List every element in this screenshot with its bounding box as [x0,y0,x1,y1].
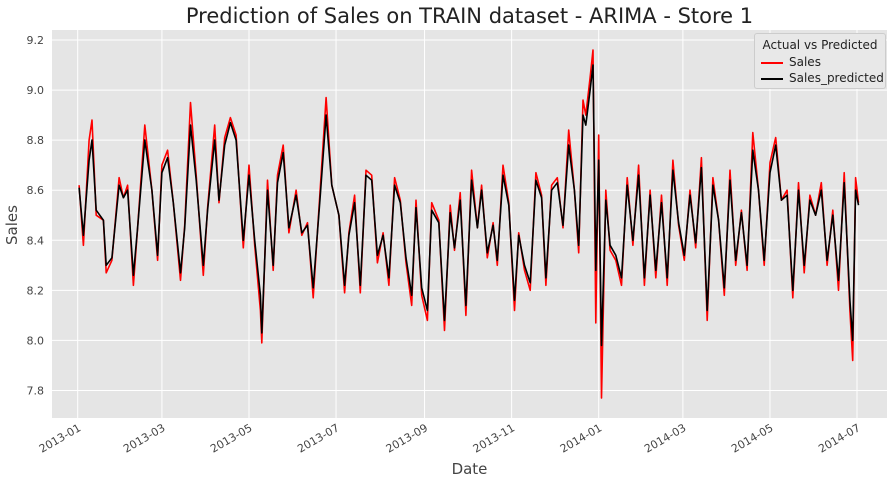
y-axis-label-wrap: Sales [0,205,30,246]
x-tick-label: 2014-03 [642,421,688,455]
y-tick-label: 8.8 [27,134,45,147]
legend-swatch-sales-predicted [761,77,783,80]
y-tick-label: 9.2 [27,34,45,47]
legend-item-sales-predicted: Sales_predicted [761,71,884,87]
series-line-sales-predicted [78,64,860,347]
x-tick-label: 2013-11 [471,421,517,455]
y-tick-label: 8.6 [27,184,45,197]
x-tick-label: 2013-07 [295,421,341,455]
x-tick-label: 2013-05 [208,421,254,455]
y-tick-label: 8.4 [27,234,45,247]
y-tick-label: 7.8 [27,384,45,397]
legend-swatch-sales [761,61,783,64]
legend: Actual vs Predicted Sales Sales_predicte… [754,33,886,89]
chart-title: Prediction of Sales on TRAIN dataset - A… [185,4,754,28]
y-tick-label: 8.2 [27,284,45,297]
y-tick-label: 8.0 [27,334,45,347]
legend-item-sales: Sales [761,55,821,71]
legend-label-sales-predicted: Sales_predicted [789,71,884,85]
x-tick-label: 2014-07 [816,421,862,455]
x-tick-label: 2014-01 [558,421,604,455]
legend-title: Actual vs Predicted [762,38,878,52]
x-axis-ticks: 2013-01 2013-03 2013-05 2013-07 2013-09 2013-… [37,421,863,455]
x-tick-label: 2013-03 [121,421,167,455]
x-tick-label: 2013-09 [384,421,430,455]
legend-label-sales: Sales [789,55,821,69]
y-axis-ticks: 7.8 8.0 8.2 8.4 8.6 8.8 9.0 9.2 [27,34,45,397]
series-lines [78,49,860,399]
x-tick-label: 2013-01 [37,421,83,455]
y-tick-label: 9.0 [27,84,45,97]
grid-lines [52,30,887,418]
x-tick-label: 2014-05 [729,421,775,455]
x-axis-label: Date [451,460,488,478]
y-axis-label: Sales [2,205,21,245]
